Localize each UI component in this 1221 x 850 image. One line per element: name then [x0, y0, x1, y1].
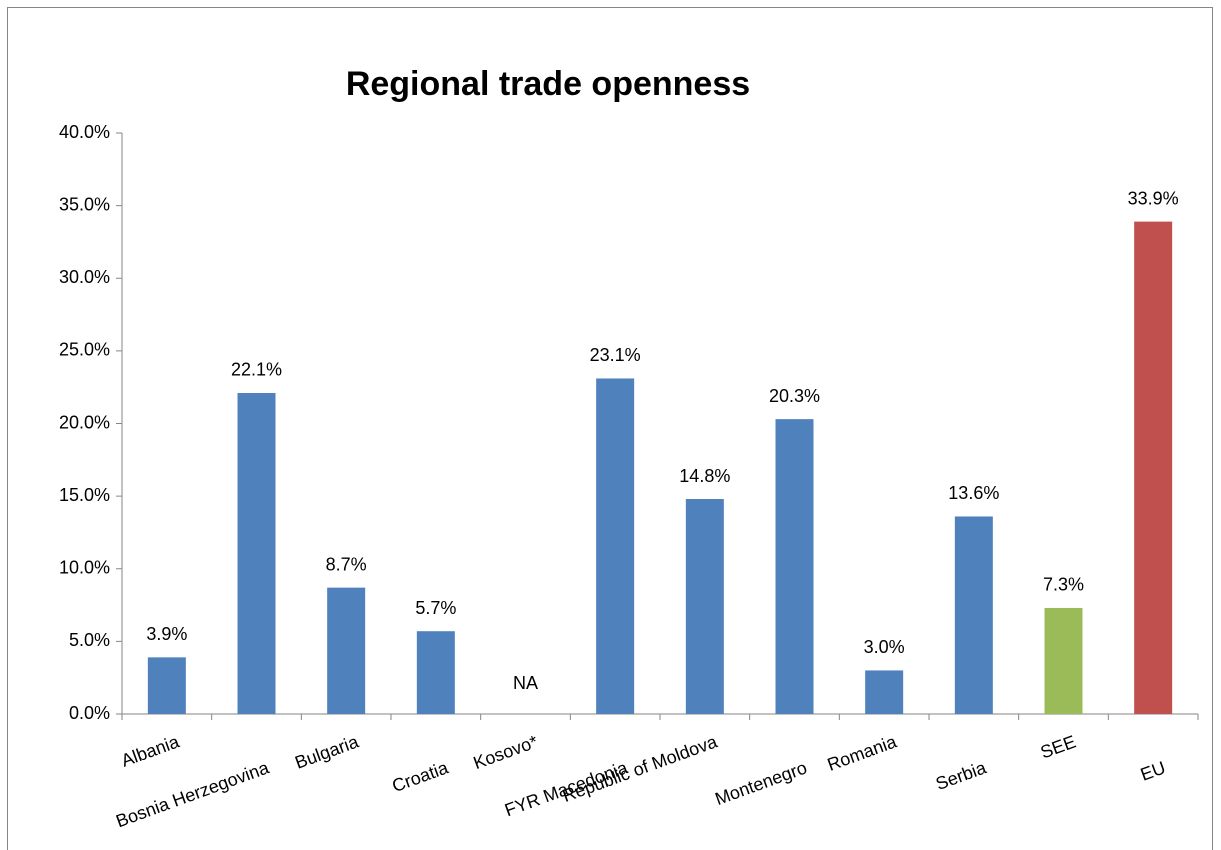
bar	[775, 419, 814, 714]
bar	[416, 631, 455, 714]
data-label: 5.7%	[415, 598, 456, 618]
data-label: 20.3%	[769, 386, 820, 406]
y-tick-label: 5.0%	[69, 630, 110, 650]
data-label: 7.3%	[1043, 575, 1084, 595]
y-tick-label: 15.0%	[59, 485, 110, 505]
bar	[147, 657, 186, 714]
y-tick-label: 40.0%	[59, 122, 110, 142]
y-tick-label: 10.0%	[59, 558, 110, 578]
y-tick-label: 30.0%	[59, 267, 110, 287]
data-label: 23.1%	[590, 345, 641, 365]
bar	[327, 587, 366, 714]
bar	[1134, 221, 1173, 715]
bar	[685, 499, 724, 714]
data-label: 22.1%	[231, 360, 282, 380]
chart-title: Regional trade openness	[346, 65, 750, 103]
data-label: 8.7%	[326, 554, 367, 574]
data-label: NA	[513, 673, 538, 693]
bar	[954, 516, 993, 714]
y-tick-label: 25.0%	[59, 340, 110, 360]
bar	[237, 392, 276, 714]
data-label: 13.6%	[948, 483, 999, 503]
y-tick-label: 0.0%	[69, 703, 110, 723]
y-tick-label: 35.0%	[59, 194, 110, 214]
data-label: 3.9%	[146, 624, 187, 644]
data-label: 3.0%	[864, 637, 905, 657]
bar	[596, 378, 635, 714]
bar	[1044, 607, 1083, 714]
bar	[865, 670, 904, 714]
data-label: 33.9%	[1128, 188, 1179, 208]
data-label: 14.8%	[679, 466, 730, 486]
y-tick-label: 20.0%	[59, 412, 110, 432]
